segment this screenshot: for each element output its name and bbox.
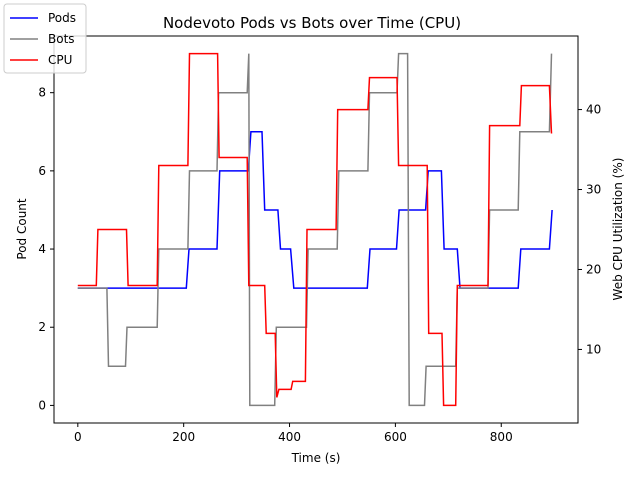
legend: Pods Bots CPU bbox=[3, 3, 87, 74]
series-line-cpu bbox=[77, 52, 553, 407]
series-lines bbox=[77, 52, 553, 407]
y-axis-left-ticks: 0 2 4 6 8 bbox=[38, 86, 54, 412]
y-left-tick-label: 4 bbox=[38, 242, 46, 256]
y-right-tick-label: 30 bbox=[586, 183, 601, 197]
legend-label-cpu: CPU bbox=[48, 53, 72, 67]
series-line-bots bbox=[77, 52, 553, 407]
x-tick-label: 400 bbox=[278, 430, 301, 444]
y-left-tick-label: 6 bbox=[38, 164, 46, 178]
x-tick-label: 0 bbox=[74, 430, 82, 444]
x-tick-label: 600 bbox=[384, 430, 407, 444]
legend-label-pods: Pods bbox=[48, 11, 76, 25]
plot-frame bbox=[53, 35, 579, 424]
y-right-tick-label: 20 bbox=[586, 262, 601, 276]
x-axis-label: Time (s) bbox=[291, 451, 341, 465]
y-right-tick-label: 10 bbox=[586, 342, 601, 356]
y-axis-right-label: Web CPU Utilization (%) bbox=[611, 158, 625, 301]
x-tick-label: 200 bbox=[172, 430, 195, 444]
x-tick-label: 800 bbox=[490, 430, 513, 444]
series-line-pods bbox=[77, 131, 553, 289]
y-right-tick-label: 40 bbox=[586, 103, 601, 117]
x-axis-ticks: 0 200 400 600 800 bbox=[74, 423, 513, 444]
y-left-tick-label: 0 bbox=[38, 398, 46, 412]
y-left-tick-label: 2 bbox=[38, 320, 46, 334]
y-axis-left-label: Pod Count bbox=[15, 198, 29, 260]
y-axis-right-ticks: 10 20 30 40 bbox=[578, 103, 601, 356]
y-left-tick-label: 8 bbox=[38, 86, 46, 100]
legend-label-bots: Bots bbox=[48, 32, 75, 46]
chart-title: Nodevoto Pods vs Bots over Time (CPU) bbox=[163, 14, 461, 32]
legend-box bbox=[3, 3, 87, 74]
